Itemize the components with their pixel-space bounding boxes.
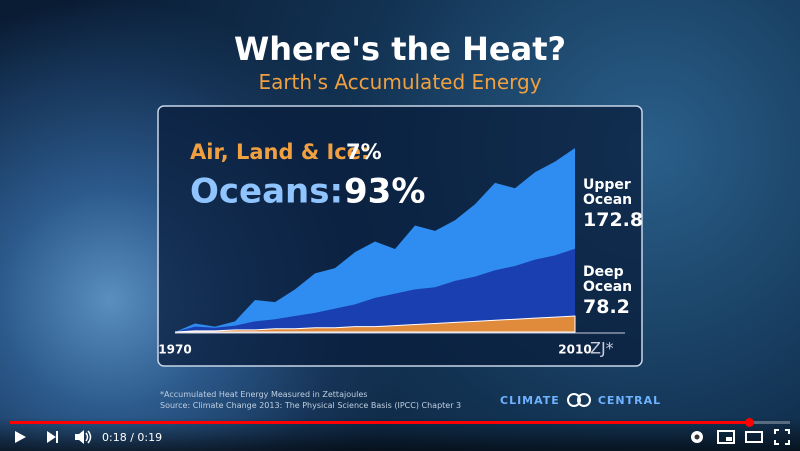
series-end-value: 172.8 xyxy=(583,209,644,231)
annotation-value: 93% xyxy=(344,172,425,212)
annotation-value: 7% xyxy=(346,140,382,164)
title: Where's the Heat? xyxy=(233,30,567,68)
series-label: Deep Ocean xyxy=(583,264,633,295)
x-tick-label: 2010 xyxy=(558,343,591,357)
miniplayer-button[interactable] xyxy=(717,429,735,445)
theater-button[interactable] xyxy=(745,429,763,445)
series-end-value: 78.2 xyxy=(583,296,630,318)
controls: 0:18 / 0:19 xyxy=(0,417,800,451)
footnote: *Accumulated Heat Energy Measured in Zet… xyxy=(160,390,368,399)
time-display: 0:18 / 0:19 xyxy=(102,431,163,444)
progress-played xyxy=(10,421,750,424)
unit-label: ZJ* xyxy=(590,339,614,358)
fullscreen-button[interactable] xyxy=(774,429,790,445)
annotation-label: Air, Land & Ice: xyxy=(190,140,369,164)
logo-text: CLIMATE xyxy=(500,393,560,407)
logo: CLIMATE CENTRAL xyxy=(500,393,661,407)
area xyxy=(174,315,576,333)
series-label: Upper Ocean xyxy=(583,177,633,208)
next-button[interactable] xyxy=(45,429,61,445)
logo-icon xyxy=(566,393,591,407)
x-tick-label: 1970 xyxy=(158,343,191,357)
volume-button[interactable] xyxy=(74,429,92,445)
area xyxy=(175,248,575,332)
progress-handle[interactable] xyxy=(745,418,754,427)
source: Source: Climate Change 2013: The Physica… xyxy=(160,401,462,410)
subtitle: Earth's Accumulated Energy xyxy=(258,70,542,94)
settings-button[interactable] xyxy=(689,429,705,445)
play-button[interactable] xyxy=(12,429,28,445)
annotation-label: Oceans: xyxy=(190,172,343,212)
logo-text: CENTRAL xyxy=(597,393,662,407)
